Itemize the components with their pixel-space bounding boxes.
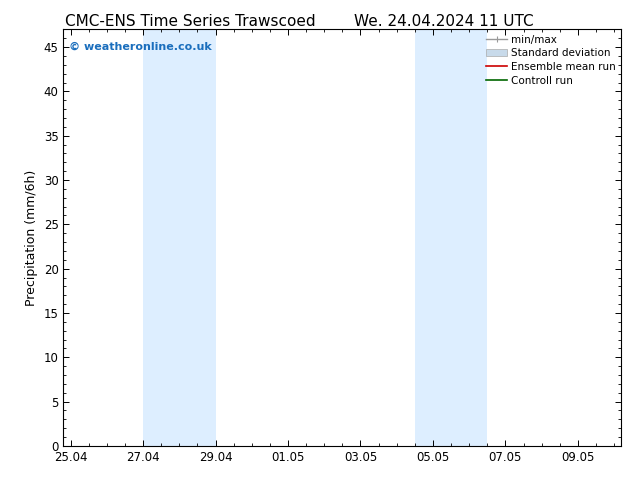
Legend: min/max, Standard deviation, Ensemble mean run, Controll run: min/max, Standard deviation, Ensemble me…: [484, 32, 618, 88]
Text: We. 24.04.2024 11 UTC: We. 24.04.2024 11 UTC: [354, 14, 534, 29]
Y-axis label: Precipitation (mm/6h): Precipitation (mm/6h): [25, 170, 38, 306]
Bar: [143, 29, 216, 446]
Bar: [415, 29, 488, 446]
Text: CMC-ENS Time Series Trawscoed: CMC-ENS Time Series Trawscoed: [65, 14, 316, 29]
Text: © weatheronline.co.uk: © weatheronline.co.uk: [69, 42, 212, 52]
